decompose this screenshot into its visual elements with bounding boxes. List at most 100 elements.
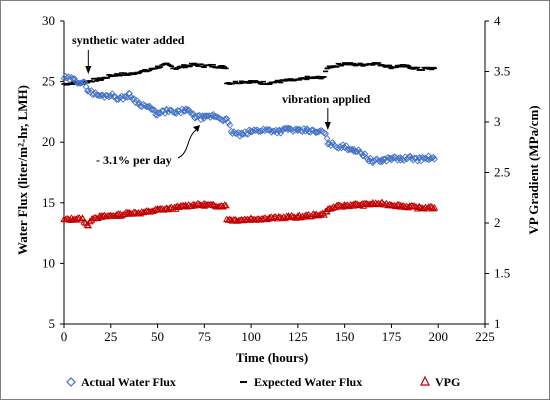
vpg-point [226, 215, 234, 223]
vpg-point [294, 212, 302, 219]
y-left-ticks: 5 10 15 20 25 30 [42, 13, 64, 331]
y-right-tick-label: 3.5 [494, 64, 510, 79]
y-left-tick-label: 15 [42, 195, 55, 210]
vpg-point [289, 212, 297, 220]
actual-point [149, 106, 157, 114]
x-ticks: 0 25 50 75 100 125 150 175 200 225 [61, 324, 495, 344]
vpg-point [200, 202, 209, 209]
y-left-tick-label: 25 [42, 74, 55, 89]
actual-point [278, 126, 286, 134]
vpg-point [117, 211, 126, 219]
annotation-arrowhead [193, 125, 200, 132]
legend-label-expected: Expected Water Flux [254, 375, 362, 389]
actual-point [389, 154, 397, 162]
vpg-point [184, 200, 193, 208]
x-tick-label: 50 [151, 329, 164, 344]
vpg-point [119, 210, 127, 218]
actual-point [359, 152, 367, 160]
vpg-point [77, 216, 85, 223]
actual-point [308, 126, 316, 134]
vpg-point [320, 211, 328, 218]
actual-point [213, 113, 221, 121]
actual-point [160, 107, 167, 115]
vpg-point [84, 221, 93, 229]
vpg-point [327, 205, 335, 212]
actual-point [387, 154, 395, 162]
x-tick-label: 150 [335, 329, 355, 344]
y-right-tick-label: 2.5 [494, 165, 510, 180]
vpg-point [222, 201, 230, 209]
annotation-curve-arrow [177, 129, 197, 159]
actual-point [255, 128, 263, 135]
actual-point [364, 155, 372, 163]
actual-point [94, 91, 102, 99]
vpg-point [318, 209, 327, 217]
x-axis-title: Time (hours) [236, 350, 308, 365]
x-tick-label: 0 [61, 329, 68, 344]
y-left-tick-label: 20 [42, 134, 55, 149]
actual-point [146, 102, 154, 110]
vpg-point [269, 214, 277, 222]
y-right-tick-label: 4 [494, 13, 501, 28]
actual-point [172, 108, 180, 116]
vpg-point [349, 202, 358, 209]
y-left-axis-title: Water Flux (liter/m²-hr, LMH) [15, 85, 30, 255]
actual-point [194, 112, 202, 120]
actual-point [303, 125, 311, 133]
annotation-layer: synthetic water added vibration applied - … [72, 33, 371, 167]
legend-label-actual: Actual Water Flux [81, 375, 176, 389]
actual-point [185, 106, 193, 114]
vpg-point [264, 215, 272, 222]
actual-point [431, 155, 438, 163]
legend-marker-triangle [420, 375, 430, 386]
actual-point [105, 93, 113, 101]
legend: Actual Water Flux Expected Water Flux VP… [66, 375, 460, 389]
series-expected [61, 62, 438, 86]
vpg-point [231, 215, 240, 223]
vpg-point [194, 199, 202, 207]
actual-point [193, 113, 200, 121]
actual-point [122, 93, 130, 101]
vpg-point [209, 201, 218, 209]
actual-point [294, 125, 302, 133]
vpg-point [353, 200, 361, 207]
actual-point [280, 125, 288, 132]
series-layer [60, 62, 439, 229]
vpg-point [220, 201, 229, 208]
annotation-arrowhead [324, 122, 331, 130]
vpg-point [356, 201, 364, 209]
vpg-point [336, 201, 344, 209]
vpg-point [166, 204, 174, 211]
actual-point [300, 125, 308, 132]
vpg-point [179, 201, 188, 209]
x-tick-label: 75 [198, 329, 211, 344]
vpg-point [125, 208, 133, 216]
actual-point [352, 148, 359, 156]
series-vpg [60, 198, 439, 229]
actual-point [114, 96, 122, 104]
y-right-axis-title: VP Gradient (MPa/cm) [526, 105, 541, 234]
vpg-point [345, 202, 353, 210]
actual-point [242, 130, 250, 138]
actual-point [325, 139, 333, 147]
actual-point [323, 134, 331, 142]
x-tick-label: 225 [475, 329, 495, 344]
actual-point [380, 155, 388, 163]
actual-point [239, 130, 247, 138]
actual-point [60, 75, 68, 82]
actual-point [320, 129, 328, 137]
actual-point [334, 144, 342, 152]
actual-point [188, 110, 196, 118]
actual-point [227, 127, 235, 135]
y-right-tick-label: 3 [494, 114, 501, 129]
vpg-point [251, 216, 260, 223]
annotation-vibration: vibration applied [282, 92, 371, 106]
actual-point [378, 156, 386, 164]
vpg-point [227, 216, 236, 223]
legend-label-vpg: VPG [435, 375, 460, 389]
actual-point [367, 154, 374, 162]
actual-point [90, 90, 98, 98]
vpg-point [64, 215, 73, 223]
